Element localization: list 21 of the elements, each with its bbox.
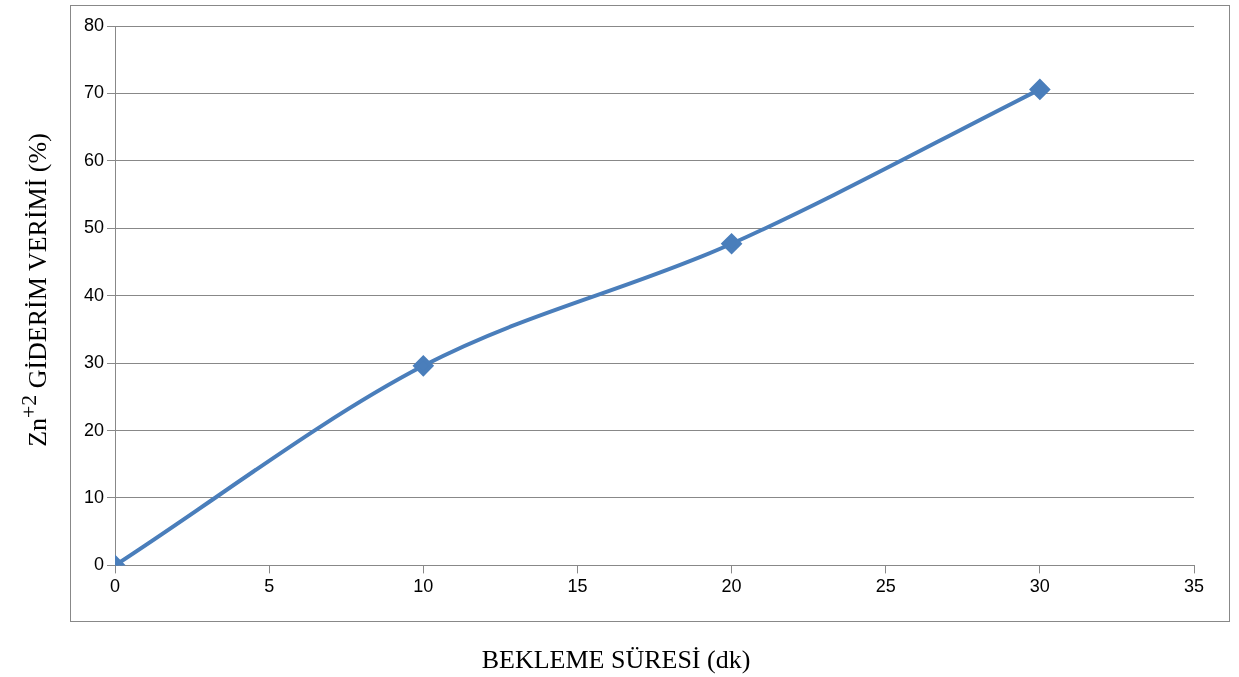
x-axis-title: BEKLEME SÜRESİ (dk) xyxy=(481,645,751,675)
x-tick-label: 20 xyxy=(721,576,742,597)
x-tick-label: 0 xyxy=(110,576,121,597)
y-tick-label: 50 xyxy=(83,217,105,238)
y-tick-label: 60 xyxy=(83,149,105,170)
x-tick-label: 15 xyxy=(567,576,588,597)
x-tick-label: 10 xyxy=(413,576,434,597)
y-tick-label: 40 xyxy=(83,284,105,305)
x-tick-label: 25 xyxy=(875,576,896,597)
x-tick-label: 35 xyxy=(1183,576,1205,597)
y-tick-label: 0 xyxy=(94,554,105,575)
point xyxy=(1029,79,1050,100)
y-tick-label: 10 xyxy=(83,486,105,507)
y-tick-label: 20 xyxy=(83,419,105,440)
point xyxy=(413,355,434,376)
point xyxy=(721,233,742,254)
y-tick-label: 80 xyxy=(83,14,105,35)
x-tick-label: 5 xyxy=(264,576,275,597)
y-tick-label: 30 xyxy=(83,352,105,373)
y-tick-label: 70 xyxy=(83,82,105,103)
x-tick-label: 30 xyxy=(1029,576,1050,597)
